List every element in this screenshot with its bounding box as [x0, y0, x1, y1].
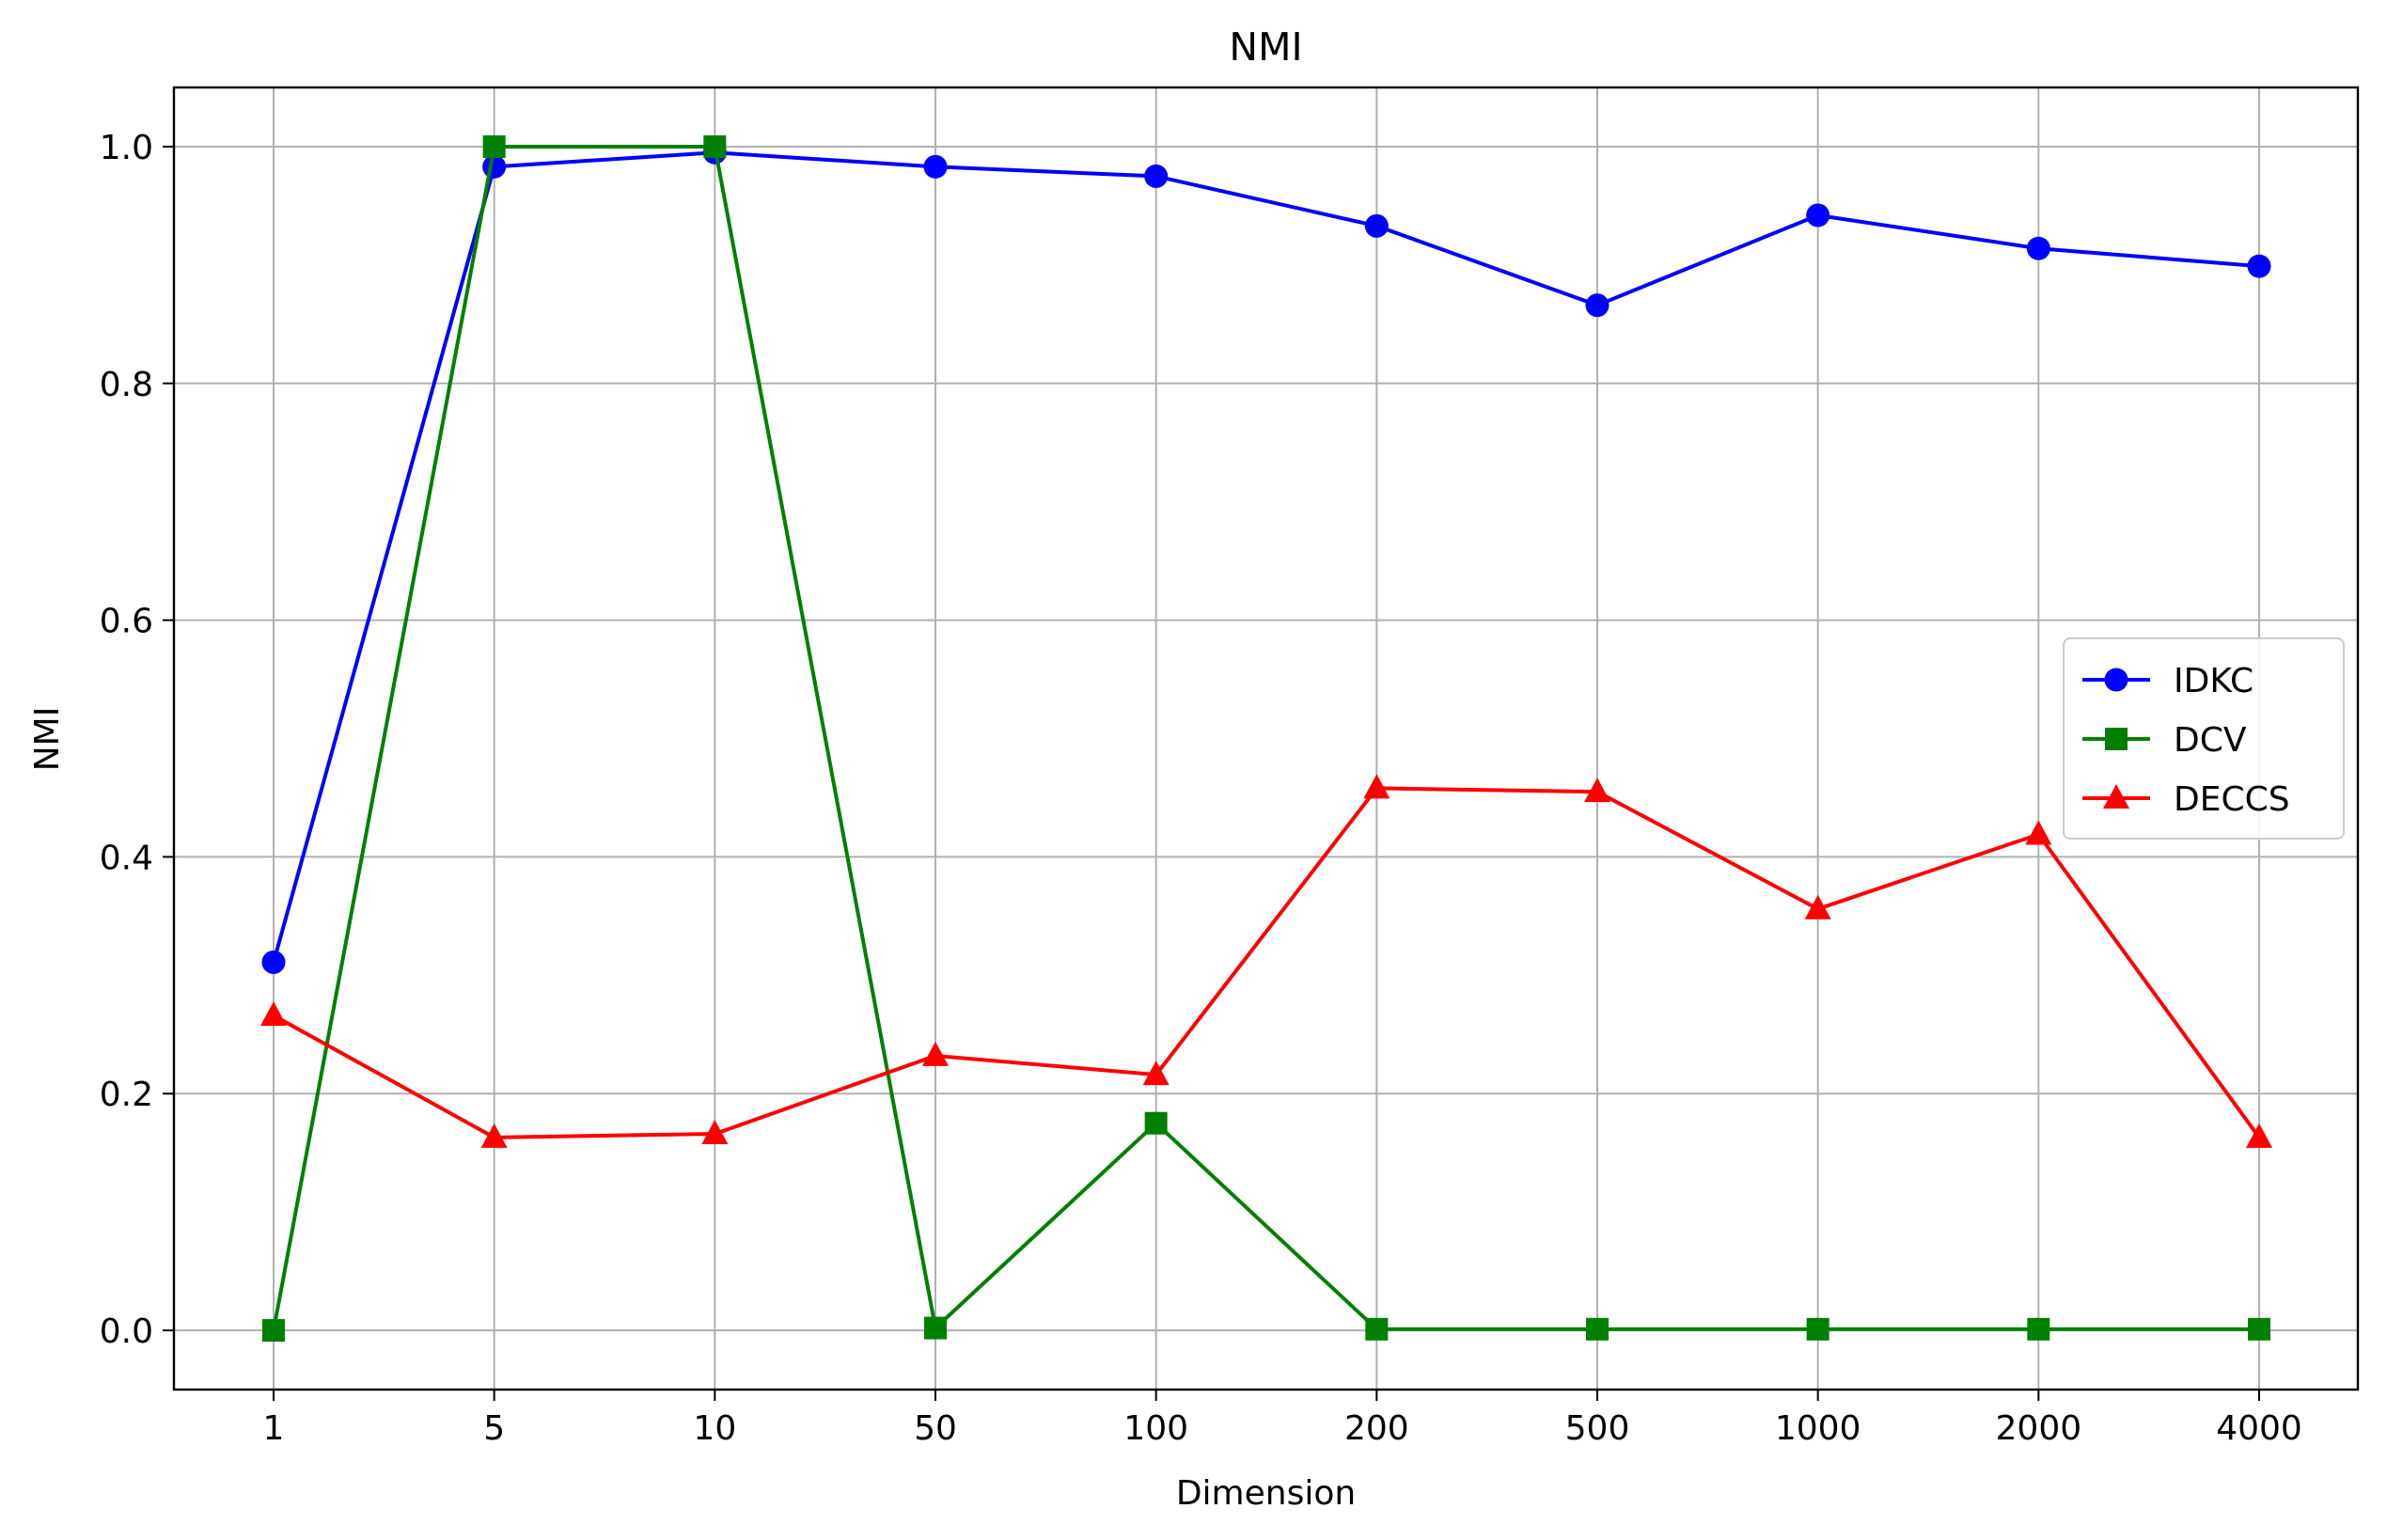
data-point-deccs: [480, 1123, 508, 1148]
data-point-dcv: [703, 134, 727, 158]
data-point-idkc: [923, 154, 948, 179]
data-point-dcv: [1806, 1317, 1830, 1341]
data-point-deccs: [922, 1041, 949, 1066]
legend-marker-idkc: [2104, 668, 2128, 692]
series-layer: [260, 134, 2272, 1343]
data-point-idkc: [1144, 164, 1169, 188]
data-point-dcv: [2027, 1317, 2050, 1341]
x-tick-label: 2000: [1996, 1409, 2082, 1448]
data-point-dcv: [1144, 1111, 1168, 1135]
y-tick-label: 0.6: [100, 603, 153, 641]
data-point-deccs: [701, 1120, 729, 1145]
data-point-dcv: [482, 134, 506, 158]
x-axis-label: Dimension: [1176, 1474, 1356, 1513]
x-tick-label: 50: [914, 1409, 957, 1448]
data-point-dcv: [2248, 1317, 2270, 1341]
data-point-deccs: [1142, 1061, 1170, 1086]
data-point-idkc: [261, 950, 286, 974]
data-point-deccs: [2025, 820, 2052, 845]
data-point-deccs: [1363, 774, 1390, 799]
data-point-idkc: [2247, 254, 2271, 278]
legend-marker-deccs: [2103, 784, 2129, 809]
legend: IDKC DCV DECCS: [2063, 637, 2345, 840]
ticks: 1 5 10 50 100 200 500 1000 2000 4000 0.0 0.2 0.4 0.6 0…: [100, 129, 2302, 1448]
legend-label-deccs: DECCS: [2174, 780, 2290, 819]
x-tick-label: 100: [1123, 1409, 1188, 1448]
data-point-dcv: [262, 1319, 285, 1343]
y-axis-label: NMI: [28, 707, 67, 772]
data-point-deccs: [2246, 1123, 2272, 1148]
x-tick-label: 10: [693, 1409, 736, 1448]
y-tick-label: 0.8: [100, 366, 153, 404]
plot-frame: [172, 86, 2360, 1391]
data-point-idkc: [1364, 213, 1389, 238]
x-tick-label: 200: [1344, 1409, 1409, 1448]
data-point-dcv: [924, 1316, 947, 1340]
data-point-deccs: [1584, 778, 1610, 803]
x-tick-label: 1: [263, 1409, 285, 1448]
y-tick-label: 1.0: [100, 129, 153, 167]
legend-label-idkc: IDKC: [2174, 662, 2254, 700]
legend-label-dcv: DCV: [2174, 721, 2247, 760]
data-point-dcv: [1586, 1317, 1609, 1341]
x-tick-label: 4000: [2216, 1409, 2302, 1448]
x-tick-label: 500: [1565, 1409, 1630, 1448]
series-line-dcv: [272, 144, 2259, 1331]
data-point-idkc: [482, 154, 507, 179]
data-point-deccs: [1804, 894, 1831, 919]
legend-marker-dcv: [2105, 728, 2128, 750]
data-point-deccs: [260, 1001, 287, 1027]
y-tick-label: 0.0: [100, 1312, 153, 1351]
grid: [174, 87, 2358, 1390]
series-line-deccs: [273, 786, 2261, 1139]
data-point-idkc: [1585, 293, 1610, 318]
x-tick-label: 1000: [1775, 1409, 1861, 1448]
chart-title: NMI: [1229, 24, 1302, 70]
data-point-idkc: [2026, 236, 2050, 260]
data-point-idkc: [1806, 203, 1830, 228]
y-tick-label: 0.4: [100, 839, 153, 877]
y-tick-label: 0.2: [100, 1076, 153, 1114]
series-line-idkc: [272, 150, 2260, 964]
x-tick-label: 5: [483, 1409, 505, 1448]
legend-box: [2063, 637, 2345, 840]
data-point-dcv: [1365, 1317, 1389, 1341]
